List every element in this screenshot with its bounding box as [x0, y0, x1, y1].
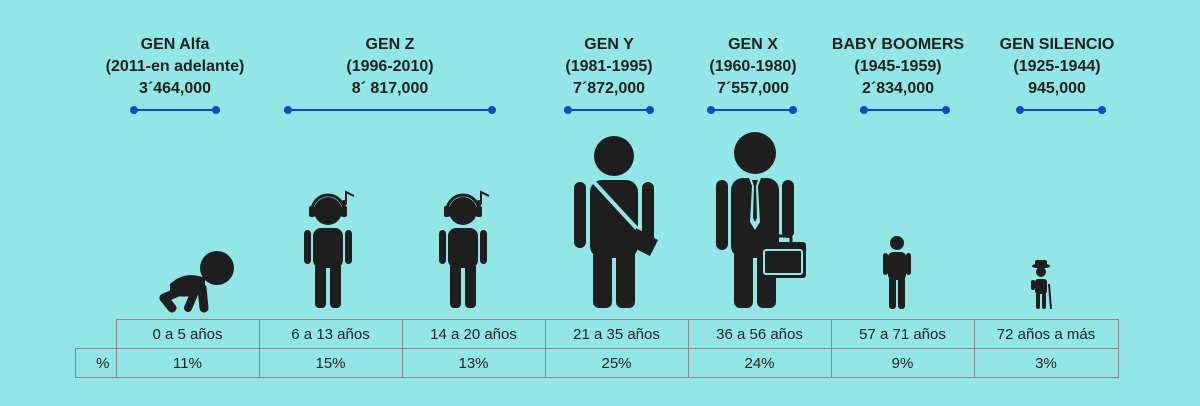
adult-with-briefcase-icon	[716, 132, 806, 308]
young-adult-with-bag-icon	[574, 136, 658, 308]
age-range-cell: 6 a 13 años	[258, 319, 403, 349]
elderly-with-cane-icon	[1031, 260, 1052, 310]
age-range-cell: 14 a 20 años	[401, 319, 546, 349]
timeline-range	[564, 106, 654, 114]
generation-header: BABY BOOMERS (1945-1959) 2´834,000	[803, 34, 993, 100]
generation-period: (1981-1995)	[565, 58, 653, 75]
percentage-row: % 11% 15% 13% 25% 24% 9% 3%	[75, 348, 1119, 378]
age-range-cell: 36 a 56 años	[687, 319, 832, 349]
percentage-cell: 24%	[687, 348, 832, 378]
generation-header: GEN SILENCIO (1925-1944) 945,000	[962, 34, 1152, 100]
generation-name: BABY BOOMERS	[831, 36, 965, 53]
generation-population: 2´834,000	[861, 80, 935, 97]
percentage-cell: 15%	[258, 348, 403, 378]
generation-population: 3´464,000	[138, 80, 212, 97]
age-percentage-table: 0 a 5 años 6 a 13 años 14 a 20 años 21 a…	[75, 319, 1119, 378]
empty-cell	[75, 319, 117, 349]
age-range-cell: 72 años a más	[973, 319, 1119, 349]
timeline-range	[130, 106, 220, 114]
generation-period: (1996-2010)	[346, 58, 434, 75]
generation-header: GEN Y (1981-1995) 7´872,000	[514, 34, 704, 100]
senior-icon	[883, 236, 911, 309]
percentage-cell: 9%	[830, 348, 975, 378]
teen-with-headphones-icon	[439, 190, 490, 308]
percentage-cell: 11%	[115, 348, 260, 378]
percentage-cell: 13%	[401, 348, 546, 378]
percent-label: %	[75, 348, 117, 378]
generation-header: GEN X (1960-1980) 7´557,000	[658, 34, 848, 100]
generation-name: GEN X	[728, 36, 778, 53]
generation-population: 8´ 817,000	[351, 80, 429, 97]
age-range-row: 0 a 5 años 6 a 13 años 14 a 20 años 21 a…	[75, 319, 1119, 349]
generation-header: GEN Alfa (2011-en adelante) 3´464,000	[80, 34, 270, 100]
generation-name: GEN SILENCIO	[999, 36, 1115, 53]
generation-period: (1925-1944)	[1013, 58, 1101, 75]
timeline-range	[707, 106, 797, 114]
age-range-cell: 21 a 35 años	[544, 319, 689, 349]
generation-population: 7´872,000	[572, 80, 646, 97]
generation-period: (1960-1980)	[709, 58, 797, 75]
generation-population: 945,000	[1028, 80, 1086, 97]
generation-name: GEN Alfa	[140, 36, 210, 53]
percentage-cell: 3%	[973, 348, 1119, 378]
generation-name: GEN Y	[584, 36, 634, 53]
age-range-cell: 0 a 5 años	[115, 319, 260, 349]
age-range-cell: 57 a 71 años	[830, 319, 975, 349]
timeline-range	[860, 106, 950, 114]
percentage-cell: 25%	[544, 348, 689, 378]
generation-population: 7´557,000	[716, 80, 790, 97]
generation-header: GEN Z (1996-2010) 8´ 817,000	[295, 34, 485, 100]
timeline-range	[284, 106, 496, 114]
generation-period: (2011-en adelante)	[105, 58, 245, 75]
child-with-headphones-icon	[304, 190, 355, 308]
timeline-ranges	[130, 106, 1106, 114]
generation-period: (1945-1959)	[854, 58, 942, 75]
crawling-baby-icon	[159, 251, 234, 313]
generation-name: GEN Z	[365, 36, 415, 53]
timeline-range	[1016, 106, 1106, 114]
figures-layer	[159, 132, 1052, 313]
